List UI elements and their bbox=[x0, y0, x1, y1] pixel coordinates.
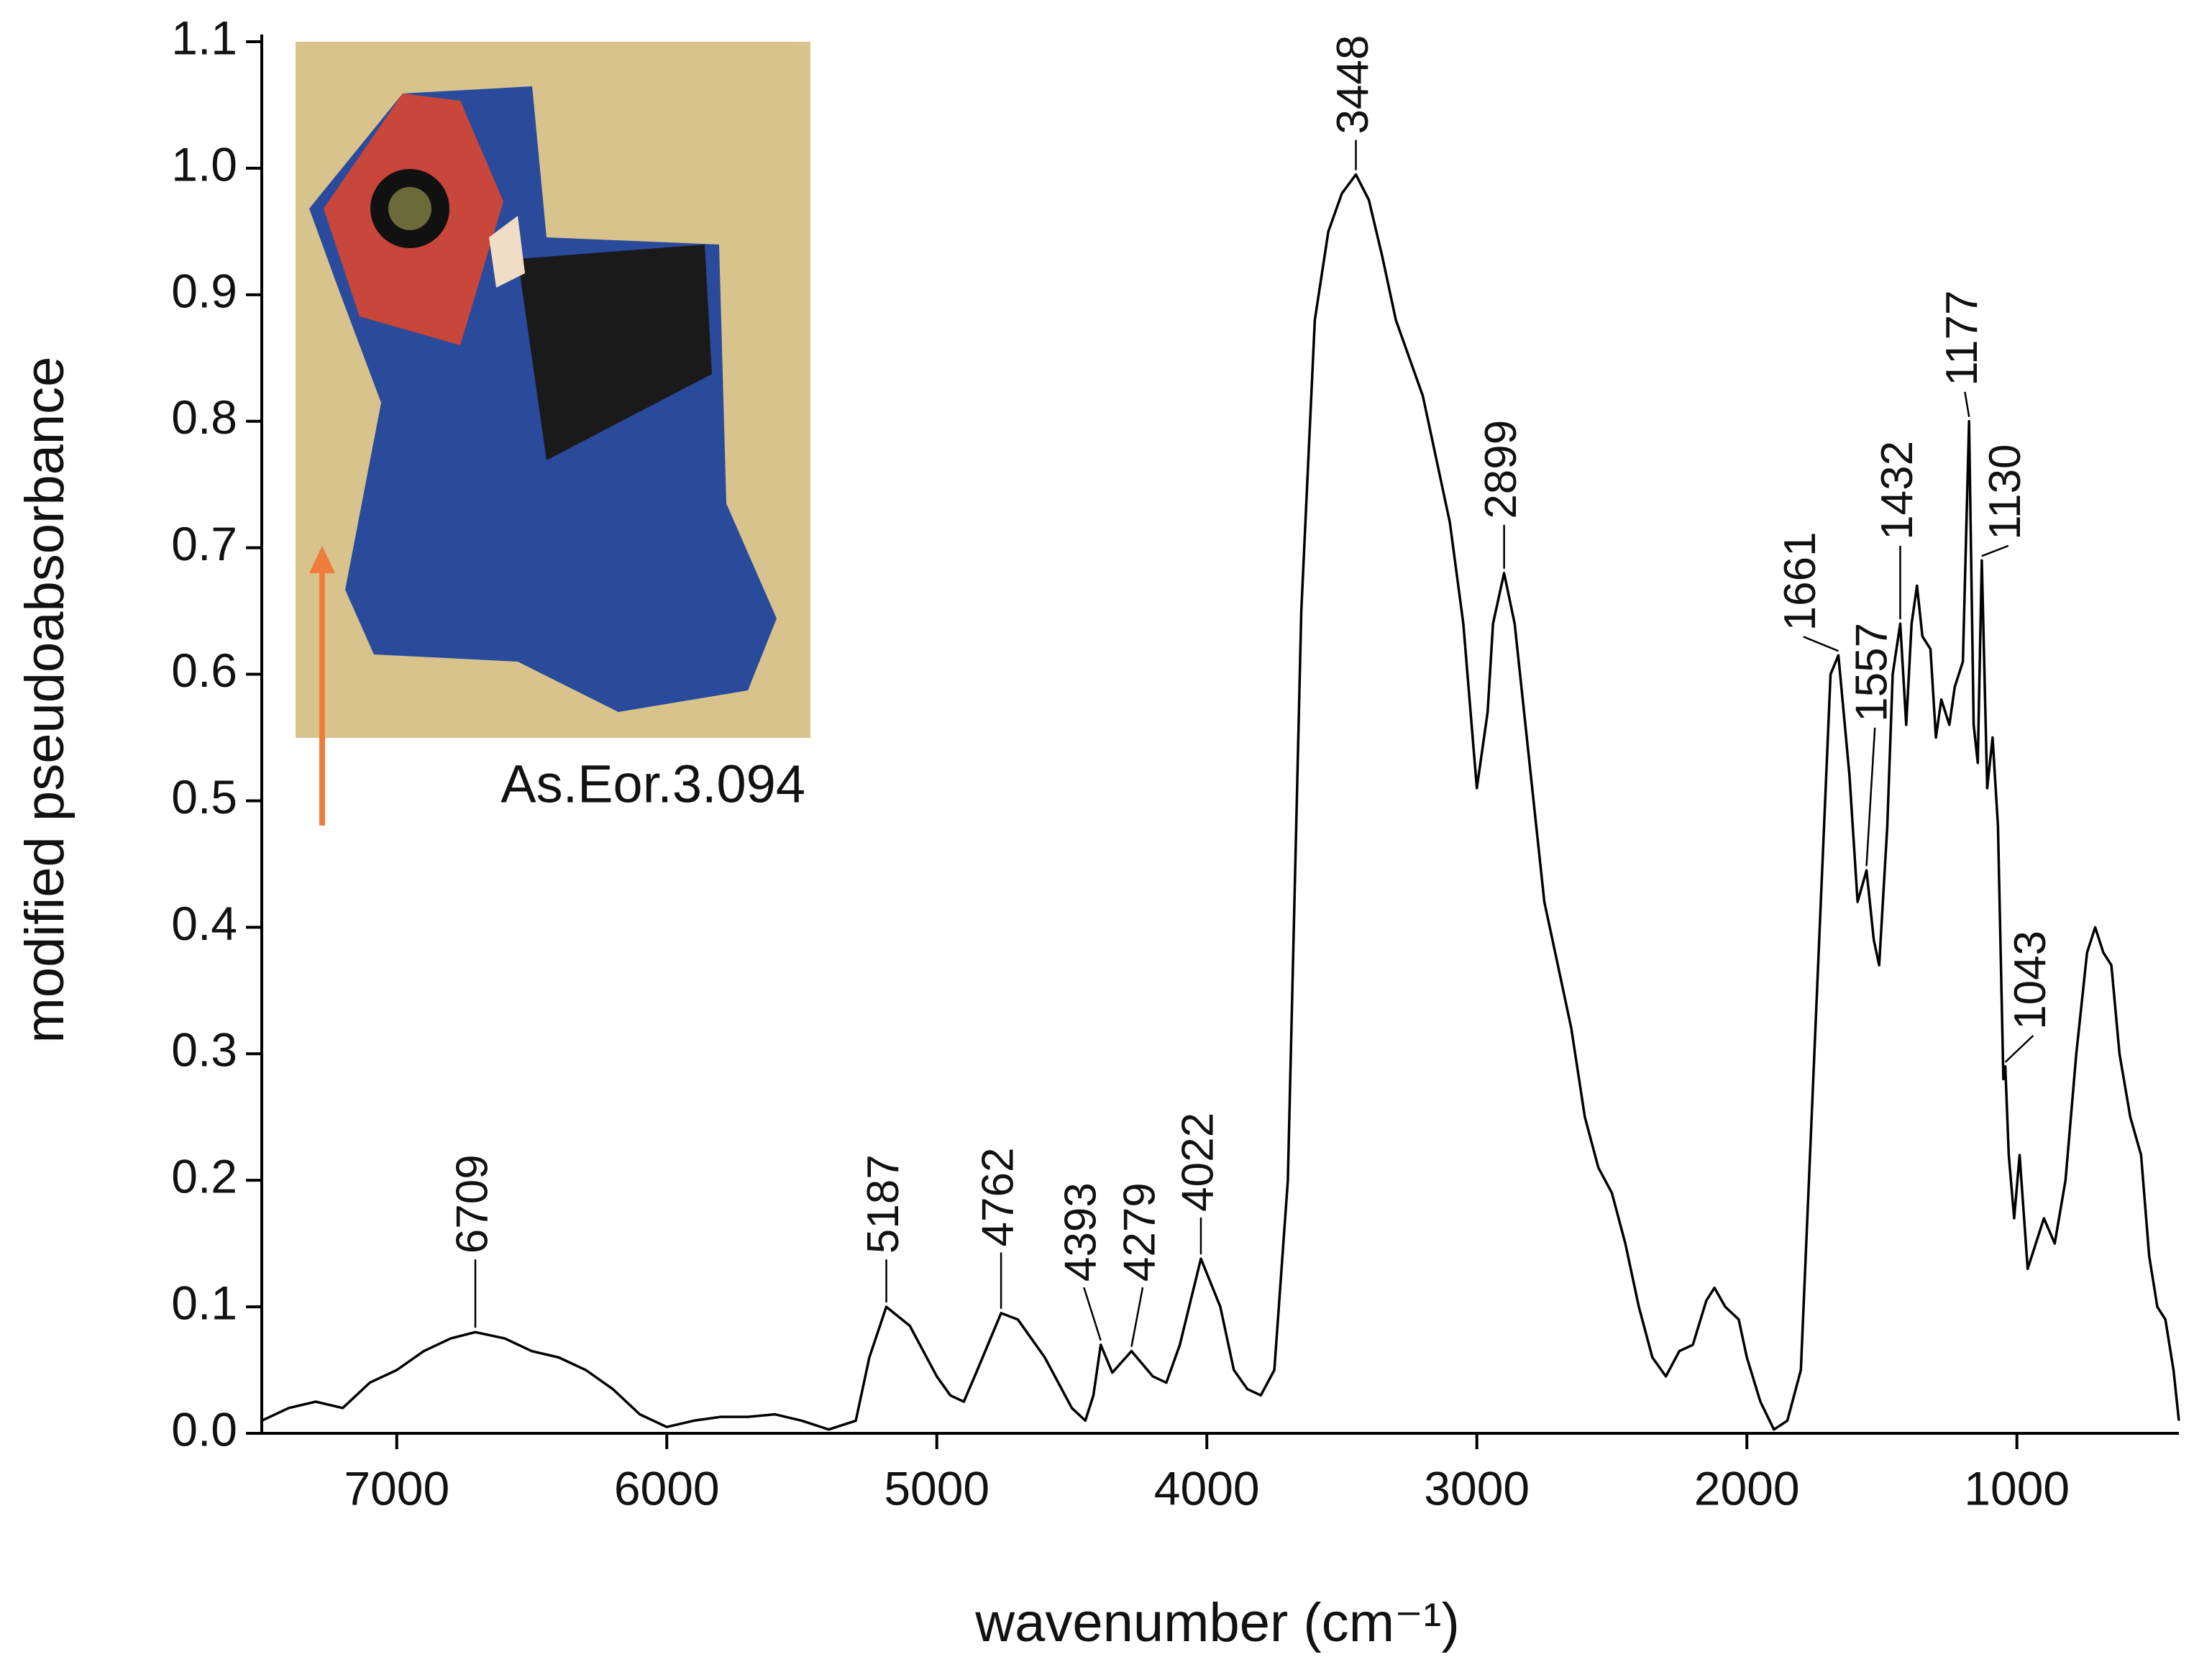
y-tick-label: 0.1 bbox=[171, 1277, 237, 1330]
y-tick-label: 0.9 bbox=[171, 264, 237, 317]
inset-face bbox=[489, 216, 525, 288]
peak-leader bbox=[2004, 1034, 2034, 1063]
peak-label: 1177 bbox=[1937, 290, 1987, 385]
spectrum-line bbox=[261, 173, 2180, 1431]
peak-label: 1432 bbox=[1873, 441, 1922, 540]
peak-label: 3448 bbox=[1328, 35, 1378, 134]
x-tick-label: 6000 bbox=[614, 1461, 720, 1515]
peak-leader bbox=[1865, 727, 1876, 867]
y-tick-label: 1.0 bbox=[171, 137, 237, 191]
y-axis-title: modified pseudoabsorbance bbox=[14, 357, 76, 1044]
x-tick-label: 4000 bbox=[1154, 1461, 1260, 1515]
peak-leader bbox=[1981, 544, 2009, 557]
peak-label: 1557 bbox=[1847, 623, 1897, 722]
peak-label: 5187 bbox=[859, 1154, 908, 1254]
peak-label: 6709 bbox=[447, 1154, 497, 1254]
x-tick-label: 2000 bbox=[1694, 1461, 1800, 1515]
peak-label: 4762 bbox=[973, 1148, 1023, 1247]
peak-label: 4393 bbox=[1056, 1182, 1106, 1282]
y-tick-label: 0.8 bbox=[171, 391, 237, 444]
inset-crest bbox=[388, 187, 431, 230]
y-tick-label: 0.6 bbox=[171, 644, 237, 697]
peak-label: 2899 bbox=[1476, 420, 1526, 519]
peak-label: 1661 bbox=[1775, 531, 1825, 631]
x-axis-title: wavenumber (cm⁻¹) bbox=[974, 1592, 1460, 1653]
y-tick-label: 0.7 bbox=[171, 517, 237, 570]
y-tick-label: 0.5 bbox=[171, 770, 237, 823]
y-tick-label: 0.3 bbox=[171, 1023, 237, 1077]
inset-arrowhead bbox=[309, 546, 335, 573]
peak-leader bbox=[1964, 391, 1970, 417]
peak-label: 4022 bbox=[1173, 1113, 1222, 1212]
x-tick-label: 7000 bbox=[344, 1461, 449, 1515]
peak-leader bbox=[1130, 1287, 1144, 1347]
inset-image bbox=[296, 42, 810, 738]
x-tick-label: 1000 bbox=[1964, 1461, 2070, 1515]
y-tick-label: 0.2 bbox=[171, 1150, 237, 1203]
y-tick-label: 0.4 bbox=[171, 897, 237, 950]
x-tick-label: 3000 bbox=[1424, 1461, 1530, 1515]
y-tick-label: 1.1 bbox=[171, 11, 237, 64]
x-tick-label: 5000 bbox=[884, 1461, 989, 1515]
inset-caption: As.Eor.3.094 bbox=[500, 754, 805, 814]
peak-label: 1043 bbox=[2006, 931, 2055, 1030]
peak-label: 1130 bbox=[1980, 444, 2030, 540]
y-tick-label: 0.0 bbox=[171, 1402, 237, 1456]
peak-leader bbox=[1083, 1287, 1102, 1341]
peak-label: 4279 bbox=[1115, 1182, 1164, 1282]
peak-leader bbox=[1803, 636, 1839, 652]
inset-cape bbox=[518, 245, 712, 460]
